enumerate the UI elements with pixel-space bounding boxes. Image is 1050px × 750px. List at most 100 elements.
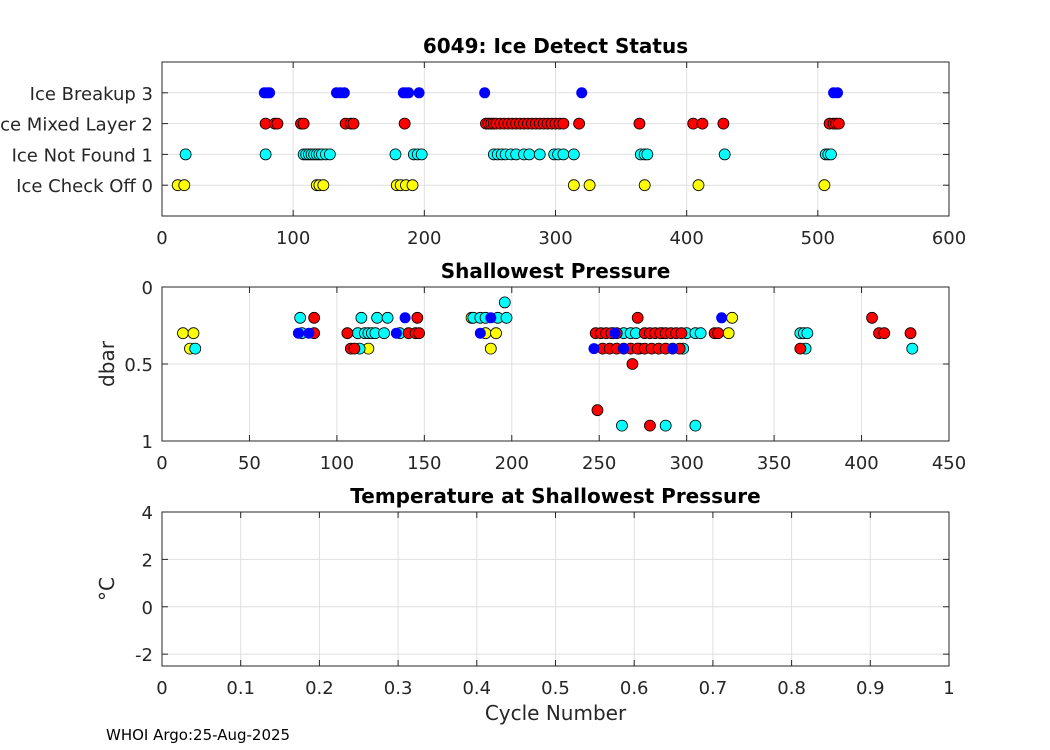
pressure-point-ice-breakup-3	[609, 327, 621, 339]
ice-point-ice-check-off-0	[638, 179, 651, 192]
pressure-point-ice-breakup-3	[667, 343, 679, 355]
pressure-point-ice-check-off-0	[177, 327, 189, 340]
ice-point-ice-not-found-1	[718, 148, 731, 161]
ice-x-tick-label: 500	[801, 228, 835, 249]
ice-point-ice-not-found-1	[415, 148, 428, 161]
ice-x-tick-label: 100	[276, 228, 310, 249]
pressure-point-ice-mixed-layer-2	[644, 419, 656, 432]
ice-point-ice-breakup-3	[576, 87, 588, 99]
ice-point-ice-not-found-1	[533, 148, 546, 161]
pressure-point-ice-check-off-0	[490, 327, 502, 340]
ice-point-ice-not-found-1	[557, 148, 570, 161]
pressure-point-ice-not-found-1	[659, 419, 672, 432]
ice-point-ice-mixed-layer-2	[717, 117, 730, 130]
pressure-point-ice-check-off-0	[484, 342, 497, 355]
pressure-chart-title: Shallowest Pressure	[441, 259, 671, 283]
pressure-x-tick-label: 400	[844, 453, 878, 474]
ice-point-ice-not-found-1	[523, 148, 536, 161]
pressure-point-ice-check-off-0	[187, 327, 200, 340]
ice-point-ice-not-found-1	[825, 148, 837, 161]
pressure-point-ice-breakup-3	[292, 327, 304, 339]
pressure-point-ice-not-found-1	[371, 311, 384, 324]
temperature-x-tick-label: 0.2	[305, 678, 334, 699]
pressure-point-ice-not-found-1	[689, 419, 702, 432]
ice-point-ice-check-off-0	[178, 179, 191, 192]
temperature-x-tick-label: 0.5	[541, 678, 570, 699]
temperature-x-tick-label: 0.6	[620, 678, 649, 699]
ice-point-ice-mixed-layer-2	[832, 117, 845, 130]
temperature-x-tick-label: 0.9	[856, 678, 885, 699]
pressure-x-tick-label: 200	[495, 453, 529, 474]
ice-point-ice-check-off-0	[818, 179, 831, 192]
ice-point-ice-not-found-1	[179, 148, 192, 161]
ice-chart: 0 100 200 300 400 500 600 Ice Check Off 0 Ice No…	[0, 34, 966, 249]
ice-point-ice-check-off-0	[406, 179, 419, 192]
temperature-x-tick-label: 1	[943, 678, 954, 699]
temperature-y-tick-label: -2	[135, 645, 153, 666]
ice-y-tick-label: Ice Not Found 1	[12, 145, 153, 166]
pressure-point-ice-not-found-1	[906, 342, 919, 355]
pressure-point-ice-mixed-layer-2	[411, 311, 424, 324]
ice-point-ice-not-found-1	[323, 148, 336, 161]
pressure-point-ice-not-found-1	[294, 311, 307, 324]
pressure-chart: 0 50 100 150 200 250 300 350 400 450 0 0.5 1 Shallowe…	[95, 259, 966, 474]
ice-points	[171, 87, 845, 192]
pressure-y-axis-label: dbar	[95, 340, 119, 387]
pressure-point-ice-not-found-1	[355, 311, 368, 324]
ice-point-ice-not-found-1	[389, 148, 402, 161]
pressure-y-tick-label: 0.5	[124, 355, 153, 376]
ice-point-ice-breakup-3	[832, 87, 844, 99]
pressure-point-ice-mixed-layer-2	[591, 404, 604, 417]
ice-point-ice-mixed-layer-2	[696, 117, 709, 130]
pressure-point-ice-not-found-1	[801, 327, 814, 340]
ice-point-ice-check-off-0	[692, 179, 705, 192]
pressure-point-ice-breakup-3	[474, 327, 486, 339]
pressure-x-tick-label: 250	[582, 453, 616, 474]
ice-point-ice-breakup-3	[338, 87, 350, 99]
ice-x-tick-label: 0	[156, 228, 167, 249]
pressure-point-ice-mixed-layer-2	[631, 311, 644, 324]
temperature-x-tick-label: 0.4	[462, 678, 491, 699]
ice-point-ice-mixed-layer-2	[557, 117, 570, 130]
pressure-point-ice-breakup-3	[399, 312, 411, 324]
pressure-x-tick-label: 450	[932, 453, 966, 474]
temperature-x-tick-label: 0.3	[384, 678, 413, 699]
pressure-point-ice-mixed-layer-2	[866, 311, 878, 324]
temperature-chart-title: Temperature at Shallowest Pressure	[350, 484, 760, 508]
pressure-point-ice-mixed-layer-2	[904, 327, 917, 340]
ice-x-tick-label: 600	[932, 228, 966, 249]
pressure-point-ice-mixed-layer-2	[341, 327, 354, 340]
pressure-point-ice-mixed-layer-2	[626, 358, 639, 370]
temperature-x-tick-label: 0	[156, 678, 167, 699]
pressure-x-tick-label: 0	[156, 453, 167, 474]
ice-y-tick-label: Ice Breakup 3	[30, 84, 153, 105]
pressure-point-ice-check-off-0	[722, 327, 735, 340]
pressure-x-tick-label: 150	[407, 453, 441, 474]
pressure-x-tick-label: 300	[669, 453, 703, 474]
ice-point-ice-mixed-layer-2	[297, 117, 310, 130]
pressure-point-ice-breakup-3	[588, 343, 600, 355]
pressure-point-ice-not-found-1	[616, 419, 628, 432]
ice-y-tick-label: Ice Check Off 0	[16, 176, 153, 197]
pressure-point-ice-not-found-1	[189, 342, 202, 355]
pressure-point-ice-mixed-layer-2	[878, 327, 891, 340]
pressure-point-ice-not-found-1	[381, 311, 394, 324]
ice-point-ice-check-off-0	[583, 179, 596, 192]
pressure-point-ice-breakup-3	[618, 343, 630, 355]
footer-credit: WHOI Argo:25-Aug-2025	[106, 726, 291, 744]
pressure-point-ice-not-found-1	[500, 311, 513, 324]
ice-point-ice-not-found-1	[567, 148, 580, 161]
pressure-x-tick-label: 100	[320, 453, 354, 474]
pressure-point-ice-breakup-3	[303, 327, 315, 339]
ice-point-ice-mixed-layer-2	[633, 117, 646, 130]
ice-x-tick-label: 200	[407, 228, 441, 249]
temperature-y-tick-label: 4	[142, 503, 153, 524]
pressure-y-tick-label: 0	[142, 278, 153, 299]
pressure-point-ice-not-found-1	[378, 327, 391, 340]
ice-point-ice-not-found-1	[259, 148, 272, 161]
pressure-point-ice-check-off-0	[726, 311, 739, 324]
pressure-x-tick-label: 50	[238, 453, 261, 474]
temperature-x-tick-label: 0.8	[777, 678, 806, 699]
pressure-point-ice-breakup-3	[390, 327, 402, 339]
